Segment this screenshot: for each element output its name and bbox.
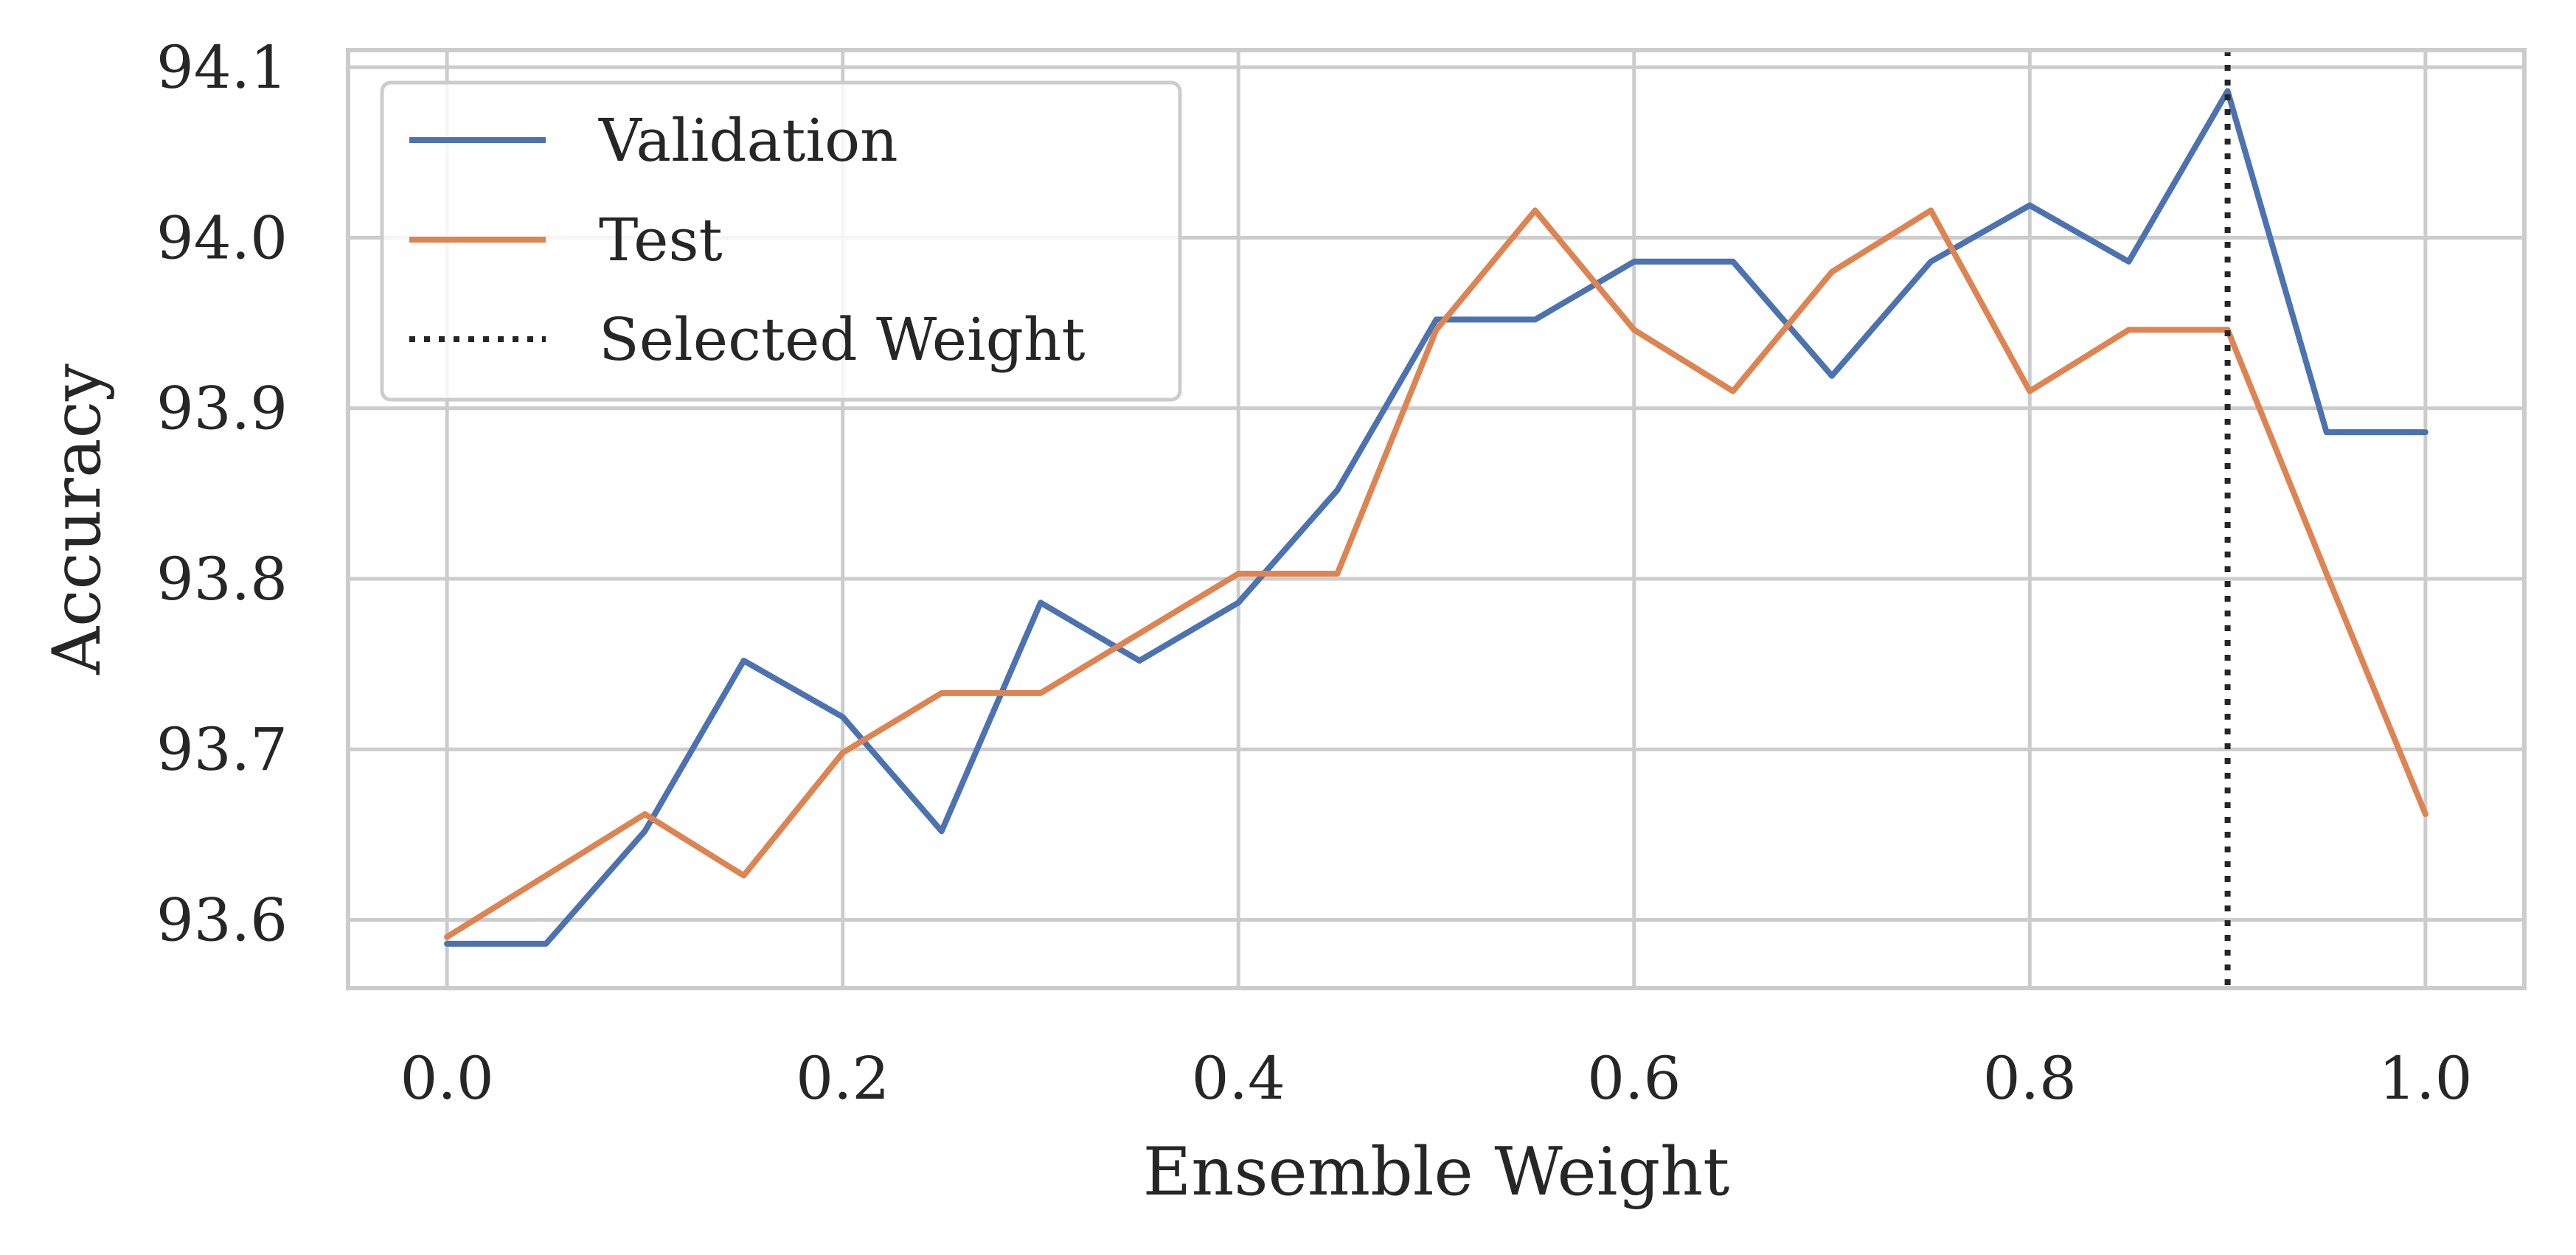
- y-tick-labels: 93.6 93.7 93.8 93.9 94.0 94.1: [156, 33, 288, 954]
- x-tick-label: 0.2: [796, 1044, 889, 1113]
- x-tick-labels: 0.0 0.2 0.4 0.6 0.8 1.0: [400, 1044, 2473, 1113]
- x-tick-label: 0.8: [1983, 1044, 2077, 1113]
- legend-label-selected-weight: Selected Weight: [599, 305, 1086, 374]
- x-tick-label: 1.0: [2378, 1044, 2472, 1113]
- y-tick-label: 94.0: [156, 204, 288, 272]
- y-tick-label: 93.7: [156, 715, 288, 784]
- y-tick-label: 94.1: [156, 33, 288, 102]
- y-tick-label: 93.8: [156, 545, 288, 613]
- y-axis-label: Accuracy: [38, 364, 116, 675]
- x-tick-label: 0.4: [1192, 1044, 1285, 1113]
- series-lines: [444, 88, 2429, 947]
- legend-box: [380, 80, 1182, 402]
- x-axis-label: Ensemble Weight: [1143, 1133, 1730, 1211]
- x-tick-label: 0.6: [1587, 1044, 1681, 1113]
- legend-label-validation: Validation: [598, 106, 898, 175]
- plot-frame: [346, 48, 2527, 990]
- legend: Validation Test Selected Weight: [380, 80, 1182, 402]
- legend-label-test: Test: [599, 206, 723, 274]
- y-tick-label: 93.6: [156, 886, 288, 954]
- y-tick-label: 93.9: [156, 375, 288, 443]
- series-line-test: [444, 207, 2429, 940]
- x-tick-label: 0.0: [400, 1044, 494, 1113]
- series-line-validation: [444, 88, 2429, 947]
